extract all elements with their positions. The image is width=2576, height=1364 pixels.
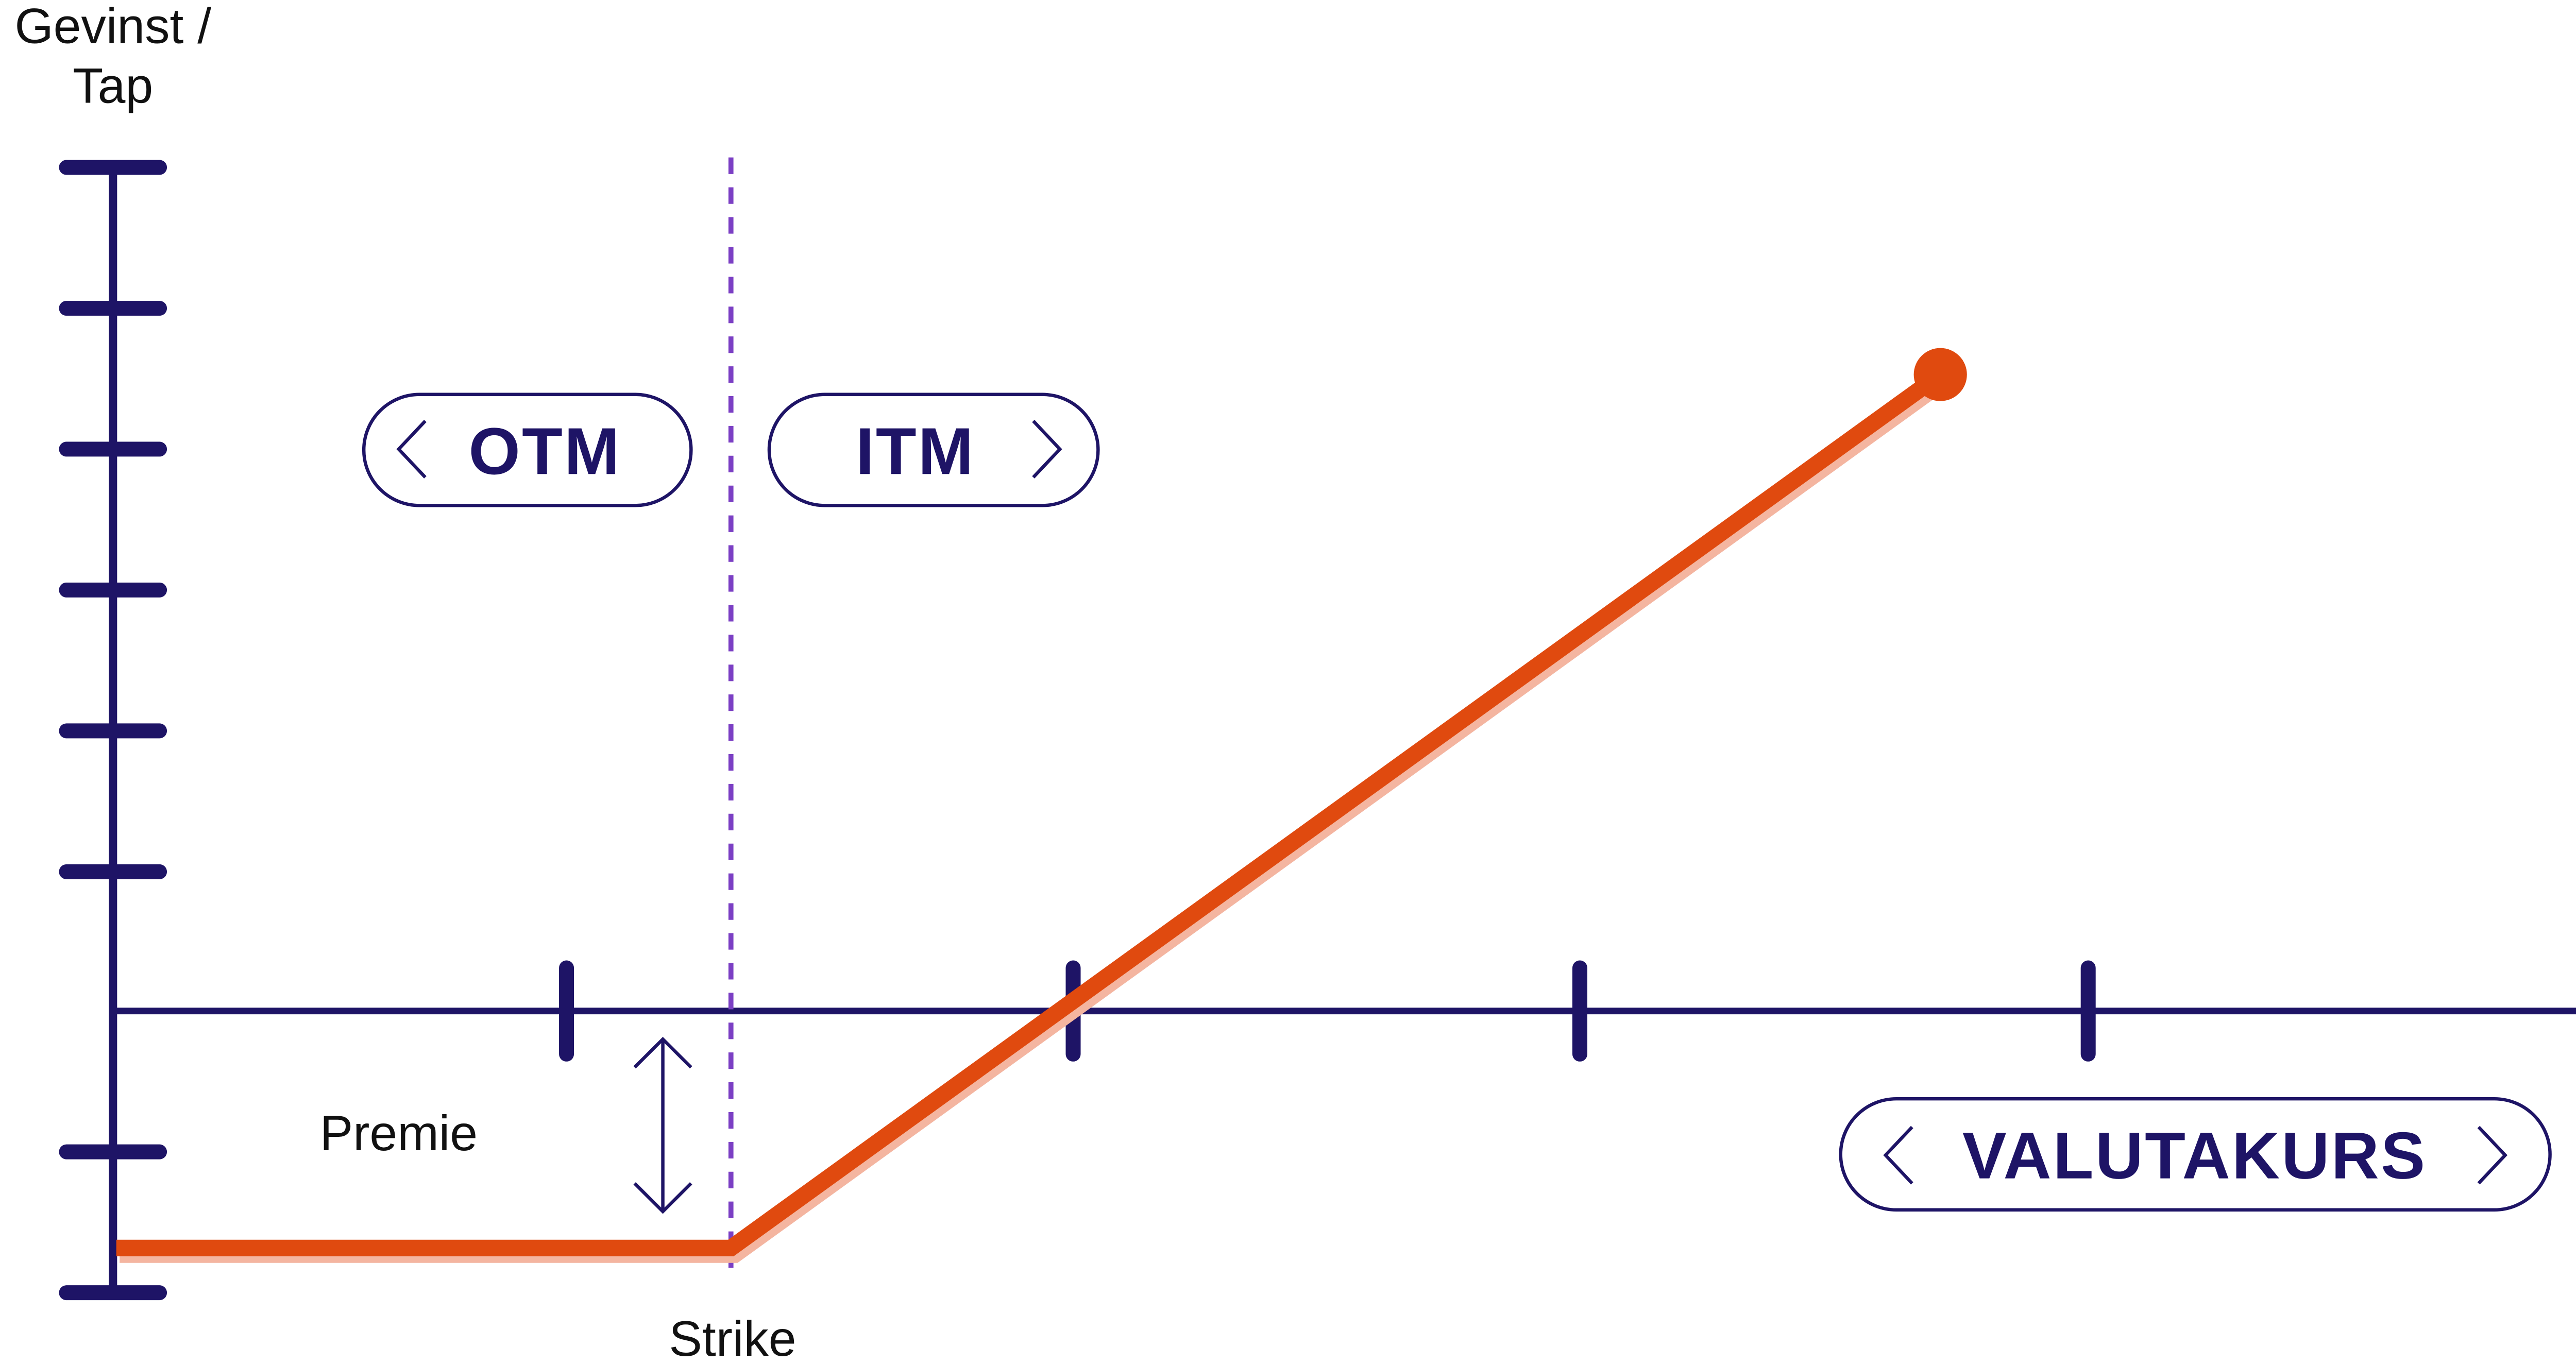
- premium-label: Premie: [320, 1106, 478, 1161]
- strike-label: Strike: [669, 1311, 796, 1364]
- otm-label: OTM: [469, 414, 621, 488]
- x-axis-label: VALUTAKURS: [1962, 1119, 2427, 1193]
- otm-pill: OTM: [362, 393, 693, 507]
- x-axis-pill: VALUTAKURS: [1839, 1097, 2552, 1212]
- itm-label: ITM: [856, 414, 975, 488]
- x-axis: [109, 960, 2576, 1062]
- premium-arrow: [633, 1036, 692, 1214]
- y-axis: [59, 160, 167, 1301]
- payoff-shadow: [120, 380, 1948, 1263]
- payoff-end-dot: [1913, 348, 1967, 401]
- y-axis-label: Tap: [73, 59, 153, 114]
- payoff-line: [116, 368, 1945, 1256]
- y-axis-label: Gevinst /: [14, 0, 211, 54]
- itm-pill: ITM: [767, 393, 1100, 507]
